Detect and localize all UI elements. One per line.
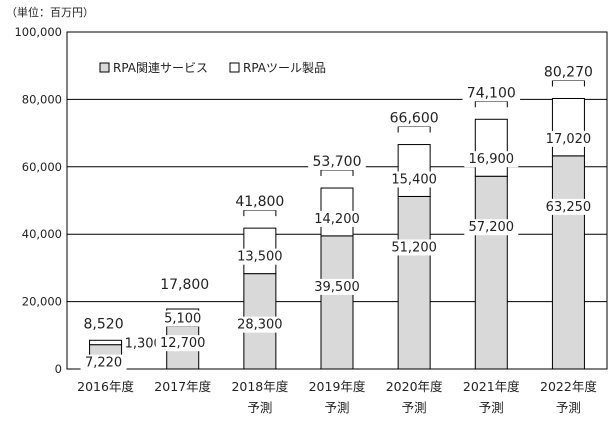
x-tick-label-sub: 予測: [402, 400, 427, 415]
value-label-rpa-tool: 13,500: [237, 250, 283, 265]
x-tick-label: 2019年度: [309, 379, 366, 394]
value-label-rpa-service-bg: [464, 219, 519, 236]
bar-rpa-service: [320, 235, 354, 370]
value-label-rpa-tool-bg: [541, 130, 596, 147]
value-label-rpa-service: 57,200: [469, 220, 515, 235]
value-label-rpa-tool: 16,900: [469, 152, 515, 167]
value-label-rpa-tool: 1,300: [125, 336, 162, 351]
total-label-bg: [231, 194, 289, 211]
total-label: 74,100: [467, 85, 516, 101]
unit-label: （単位：百万円）: [6, 5, 94, 19]
total-label-bg: [79, 316, 129, 333]
x-tick-label-sub: 予測: [479, 400, 504, 415]
total-label-bg: [308, 154, 366, 171]
x-tick-label: 2017年度: [154, 379, 211, 394]
legend-swatch-rpa-service: [99, 62, 110, 73]
total-label-bg: [539, 64, 598, 81]
y-tick-label: 20,000: [22, 295, 62, 309]
total-label-bg: [155, 277, 214, 294]
value-label-rpa-service: 28,300: [237, 318, 283, 333]
legend-label-rpa-service: RPA関連サービス: [113, 61, 208, 75]
x-tick-label: 2018年度: [231, 379, 288, 394]
x-tick-label: 2020年度: [386, 379, 443, 394]
total-bracket: [320, 169, 354, 177]
legend-label-rpa-tool: RPAツール製品: [243, 61, 326, 75]
bar-rpa-tool: [474, 118, 508, 177]
value-label-rpa-tool: 14,200: [314, 212, 360, 227]
value-label-rpa-tool-bg: [387, 171, 442, 188]
y-tick-label: 40,000: [22, 227, 62, 241]
total-bracket: [397, 126, 431, 133]
value-label-rpa-service: 7,220: [85, 356, 122, 371]
total-label: 66,600: [390, 111, 439, 127]
total-label: 80,270: [544, 64, 593, 80]
value-label-rpa-tool-bg: [310, 210, 364, 227]
value-label-rpa-tool: 17,020: [546, 132, 592, 147]
total-label: 17,800: [160, 277, 209, 293]
value-label-rpa-service-bg: [155, 335, 210, 352]
x-tick-label: 2022年度: [540, 379, 597, 394]
total-label: 8,520: [84, 316, 124, 332]
value-label-rpa-service: 51,200: [391, 240, 437, 255]
value-label-rpa-tool-bg: [159, 310, 206, 327]
value-label-rpa-service-bg: [541, 198, 596, 215]
value-label-rpa-service-bg: [232, 316, 287, 333]
value-label-rpa-service: 63,250: [546, 200, 592, 215]
total-label: 41,800: [235, 194, 284, 210]
x-tick-label: 2021年度: [463, 379, 520, 394]
legend-swatch-rpa-tool: [229, 62, 240, 73]
y-tick-label: 60,000: [22, 160, 62, 174]
total-bracket: [474, 100, 508, 108]
y-tick-label: 100,000: [14, 25, 62, 39]
value-label-rpa-service-bg: [387, 239, 442, 256]
y-tick-label: 0: [55, 362, 62, 376]
value-label-rpa-service: 39,500: [314, 280, 360, 295]
value-label-rpa-service-bg: [80, 354, 127, 371]
x-tick-label-sub: 予測: [324, 400, 349, 415]
x-tick-label-sub: 予測: [556, 400, 581, 415]
value-label-rpa-service-bg: [310, 278, 364, 295]
value-label-rpa-tool-bg: [464, 151, 519, 168]
total-bracket: [243, 209, 277, 217]
x-tick-label-sub: 予測: [247, 400, 272, 415]
value-label-rpa-tool: 15,400: [391, 172, 437, 187]
bar-rpa-service: [551, 155, 585, 370]
bar-rpa-tool: [397, 144, 431, 197]
total-bracket: [551, 79, 585, 87]
value-label-rpa-tool: 5,100: [164, 312, 201, 327]
bar-rpa-tool: [551, 97, 585, 157]
bar-rpa-service: [397, 195, 431, 370]
total-label-bg: [385, 110, 443, 127]
total-label: 53,700: [313, 154, 362, 170]
bar-rpa-tool: [89, 339, 123, 346]
bar-rpa-service: [474, 175, 508, 370]
value-label-rpa-service: 12,700: [160, 336, 206, 351]
y-tick-label: 80,000: [22, 92, 62, 106]
total-label-bg: [462, 85, 521, 102]
x-tick-label: 2016年度: [77, 379, 134, 394]
value-label-rpa-tool-bg: [232, 248, 287, 265]
